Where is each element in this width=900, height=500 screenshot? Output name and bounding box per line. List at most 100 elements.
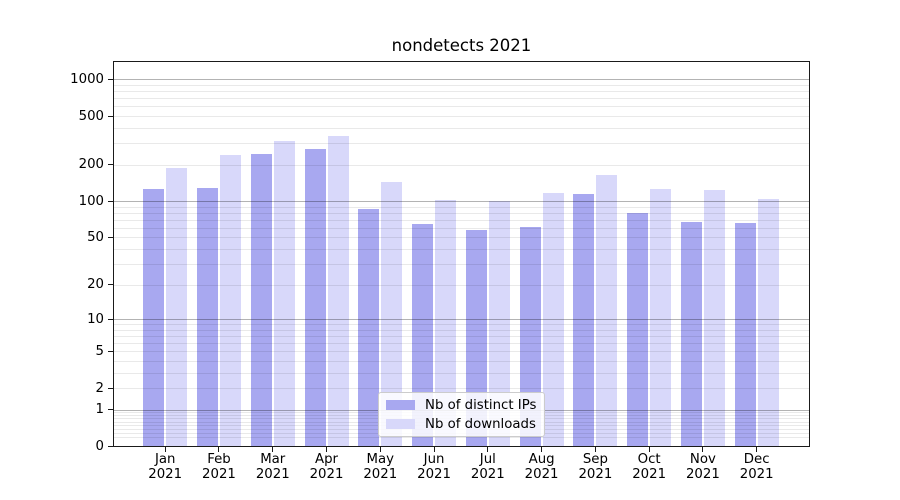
bar-nb-of-downloads-nov — [703, 189, 725, 446]
x-tick-label-month: May — [366, 452, 395, 467]
bar-nb-of-downloads-sep — [596, 174, 618, 446]
gridline-minor — [114, 436, 809, 438]
x-tick-label-year: 2021 — [148, 466, 183, 482]
x-tick-label-month: Feb — [207, 452, 231, 467]
x-tick-label-year: 2021 — [685, 466, 720, 482]
y-tick-label-20: 20 — [87, 277, 104, 293]
gridline-minor — [114, 116, 809, 118]
x-tick-label-mar: Mar 2021 — [241, 452, 305, 482]
y-tick-label-5: 5 — [95, 343, 104, 359]
x-tick-label-year: 2021 — [470, 466, 505, 482]
gridline-minor — [114, 237, 809, 239]
x-tick-mark — [379, 447, 381, 452]
bar-nb-of-distinct-ips-jan — [143, 188, 165, 446]
bar-nb-of-downloads-jan — [166, 167, 188, 446]
gridline-minor — [114, 227, 809, 229]
gridline-minor — [114, 91, 809, 93]
gridline-minor — [114, 372, 809, 374]
y-tick-label-2: 2 — [95, 380, 104, 396]
x-tick-label-feb: Feb 2021 — [187, 452, 251, 482]
bar-nb-of-downloads-mar — [273, 140, 295, 446]
y-tick-label-1000: 1000 — [70, 71, 104, 87]
x-tick-mark — [756, 447, 758, 452]
legend-swatch-distinct-ips-icon — [386, 400, 415, 410]
y-tick-mark — [108, 446, 113, 447]
y-tick-mark — [108, 387, 113, 389]
x-tick-mark — [594, 447, 596, 452]
x-tick-label-sep: Sep 2021 — [563, 452, 627, 482]
gridline-minor — [114, 351, 809, 353]
legend-label-downloads: Nb of downloads — [425, 416, 536, 432]
bar-nb-of-distinct-ips-jun — [412, 224, 434, 446]
gridline-minor — [114, 284, 809, 286]
bar-nb-of-downloads-may — [381, 182, 403, 446]
bar-nb-of-distinct-ips-dec — [734, 222, 756, 446]
y-tick-mark — [108, 350, 113, 352]
legend-entry-distinct-ips: Nb of distinct IPs — [386, 396, 544, 415]
y-tick-mark — [108, 284, 113, 286]
bar-nb-of-distinct-ips-nov — [680, 221, 702, 446]
gridline-minor — [114, 219, 809, 221]
bar-nb-of-distinct-ips-mar — [250, 154, 272, 446]
gridline-minor — [114, 263, 809, 265]
x-tick-mark — [433, 447, 435, 452]
x-tick-mark — [487, 447, 489, 452]
gridline-minor — [114, 329, 809, 331]
y-tick-label-200: 200 — [78, 157, 104, 173]
x-tick-label-month: Jul — [479, 452, 496, 467]
gridline-minor — [114, 360, 809, 362]
gridline-major — [114, 79, 809, 81]
x-tick-label-year: 2021 — [632, 466, 667, 482]
x-tick-mark — [218, 447, 220, 452]
gridline-minor — [114, 143, 809, 145]
chart-title: nondetects 2021 — [391, 36, 532, 55]
gridline-minor — [114, 249, 809, 251]
gridline-minor — [114, 98, 809, 100]
bar-nb-of-downloads-oct — [650, 188, 672, 446]
x-tick-label-aug: Aug 2021 — [510, 452, 574, 482]
x-tick-mark — [164, 447, 166, 452]
y-tick-mark — [108, 200, 113, 202]
bar-nb-of-downloads-jun — [435, 199, 457, 446]
x-tick-label-may: May 2021 — [348, 452, 412, 482]
gridline-minor — [114, 324, 809, 326]
x-tick-label-month: Dec — [743, 452, 770, 467]
x-tick-label-month: Jun — [423, 452, 445, 467]
bar-nb-of-downloads-apr — [327, 136, 349, 446]
gridline-minor — [114, 106, 809, 108]
gridline-minor — [114, 206, 809, 208]
gridline-major — [114, 201, 809, 203]
bar-nb-of-downloads-feb — [219, 154, 241, 446]
x-tick-label-jun: Jun 2021 — [402, 452, 466, 482]
x-tick-label-oct: Oct 2021 — [617, 452, 681, 482]
x-tick-label-year: 2021 — [202, 466, 236, 482]
x-tick-label-year: 2021 — [417, 466, 451, 482]
bar-nb-of-distinct-ips-apr — [304, 149, 326, 446]
y-tick-mark — [108, 115, 113, 117]
gridline-minor — [114, 164, 809, 166]
x-tick-mark — [272, 447, 274, 452]
legend: Nb of distinct IPs Nb of downloads — [378, 392, 545, 437]
x-tick-label-dec: Dec 2021 — [725, 452, 789, 482]
legend-swatch-downloads-icon — [386, 419, 415, 429]
y-tick-mark — [108, 409, 113, 411]
x-tick-label-month: Jan — [154, 452, 176, 467]
bar-nb-of-distinct-ips-sep — [573, 194, 595, 446]
y-tick-mark — [108, 164, 113, 166]
bar-nb-of-downloads-jul — [488, 200, 510, 446]
y-tick-mark — [108, 78, 113, 80]
x-tick-label-month: Oct — [637, 452, 661, 467]
x-tick-label-month: Sep — [582, 452, 608, 467]
y-tick-label-50: 50 — [87, 229, 104, 245]
y-tick-label-500: 500 — [78, 108, 104, 124]
legend-entry-downloads: Nb of downloads — [386, 415, 544, 434]
bar-nb-of-downloads-dec — [757, 199, 779, 446]
bar-nb-of-distinct-ips-may — [358, 209, 380, 446]
x-tick-label-month: Apr — [314, 452, 338, 467]
x-tick-label-nov: Nov 2021 — [671, 452, 735, 482]
gridline-minor — [114, 84, 809, 86]
x-tick-label-jul: Jul 2021 — [456, 452, 520, 482]
x-tick-label-year: 2021 — [255, 466, 290, 482]
x-tick-label-year: 2021 — [578, 466, 613, 482]
